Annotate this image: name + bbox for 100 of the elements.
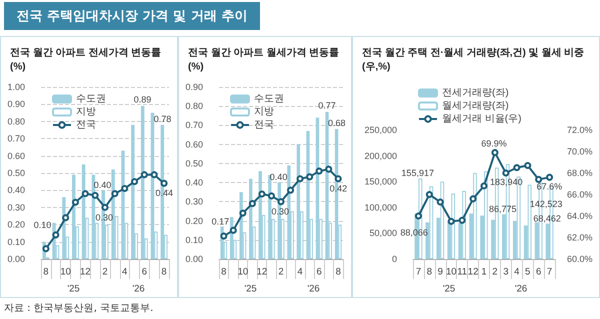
data-label: 0.40 bbox=[270, 172, 288, 182]
x-tick-label: 4 bbox=[514, 266, 520, 278]
x-tick-label: 10 bbox=[446, 266, 457, 278]
data-label: 0.89 bbox=[134, 94, 152, 105]
point bbox=[248, 200, 256, 208]
legend-label: 전국 bbox=[76, 120, 96, 130]
x-tick-label: 12 bbox=[80, 266, 91, 278]
point bbox=[140, 171, 148, 178]
text: '25 bbox=[67, 284, 80, 294]
point bbox=[448, 218, 455, 225]
point bbox=[220, 232, 228, 240]
point bbox=[458, 216, 466, 224]
point bbox=[546, 174, 554, 181]
bar bbox=[121, 150, 125, 259]
point bbox=[491, 149, 498, 156]
point bbox=[150, 171, 158, 178]
text: '26 bbox=[307, 284, 320, 294]
x-tick-label: 2 bbox=[492, 266, 498, 278]
bar bbox=[131, 124, 135, 259]
y-tick-label: 0.00 bbox=[185, 254, 203, 264]
data-label: 0.44 bbox=[156, 188, 174, 198]
x-tick-label: 4 bbox=[122, 266, 128, 278]
y2-tick-label: 66.0% bbox=[567, 190, 593, 200]
point bbox=[334, 175, 342, 182]
y-tick-label: 1.00 bbox=[7, 82, 25, 92]
x-tick-label: 6 bbox=[142, 266, 148, 278]
point bbox=[121, 184, 128, 192]
x-tick-label: 11 bbox=[457, 266, 468, 278]
point bbox=[296, 175, 304, 182]
y2-tick-label: 72.0% bbox=[567, 125, 593, 135]
x-tick-label: 2 bbox=[278, 266, 284, 278]
bar bbox=[82, 164, 86, 259]
point bbox=[131, 178, 138, 186]
data-label: 69.9% bbox=[481, 138, 507, 148]
x-tick-label: 10 bbox=[60, 266, 71, 278]
x-tick-label: 8 bbox=[221, 266, 226, 278]
y-tick-label: 0.60 bbox=[7, 150, 25, 161]
y-tick-label: 0.10 bbox=[185, 234, 203, 245]
y-tick-label: 0.50 bbox=[185, 158, 203, 168]
bar bbox=[473, 172, 477, 259]
point bbox=[92, 192, 99, 199]
point bbox=[502, 170, 510, 176]
y-tick-label: 0.80 bbox=[185, 101, 203, 112]
legend-label: 수도권 bbox=[254, 94, 284, 104]
point bbox=[82, 190, 89, 198]
data-label: 0.68 bbox=[328, 118, 346, 128]
chart-title: 전국 월간 아파트 월세가격 변동률(%) bbox=[188, 48, 340, 72]
x-tick-label: 6 bbox=[316, 266, 322, 278]
bar bbox=[462, 190, 466, 259]
legend-label: 월세거래량(좌) bbox=[442, 100, 509, 112]
point bbox=[436, 198, 444, 206]
point bbox=[230, 226, 237, 234]
point bbox=[52, 231, 60, 238]
point bbox=[480, 182, 488, 190]
data-label: 0.78 bbox=[154, 114, 172, 124]
point bbox=[258, 190, 266, 198]
y2-tick-label: 64.0% bbox=[567, 211, 593, 221]
point bbox=[111, 190, 118, 198]
chart-title: 전국 월간 주택 전·월세 거래량(좌,건) 및 월세 비중(우,%) bbox=[362, 48, 584, 72]
x-tick-label: 8 bbox=[43, 266, 49, 278]
data-label: 67.6% bbox=[536, 182, 562, 192]
y-tick-label: 250,000 bbox=[364, 125, 397, 135]
data-label: 0.77 bbox=[318, 100, 336, 111]
point bbox=[287, 186, 294, 194]
y2-tick-label: 68.0% bbox=[567, 168, 593, 178]
data-label: 0.17 bbox=[212, 216, 230, 227]
x-tick-label: 10 bbox=[238, 266, 248, 278]
data-label: 0.30 bbox=[96, 212, 114, 222]
y-tick-label: 0.70 bbox=[185, 120, 203, 130]
data-label: 183,940 bbox=[490, 177, 523, 188]
data-label: 0.10 bbox=[34, 220, 52, 230]
y2-tick-label: 60.0% bbox=[567, 254, 593, 264]
point bbox=[278, 198, 284, 206]
bar bbox=[249, 178, 252, 259]
y-tick-label: 0.50 bbox=[7, 168, 25, 178]
y-tick-label: 0.30 bbox=[7, 202, 25, 212]
y-tick-label: 0.20 bbox=[7, 220, 25, 230]
text: 자료 : 한국부동산원, 국토교통부. bbox=[4, 302, 154, 315]
x-tick-label: 7 bbox=[546, 266, 552, 278]
y-tick-label: 0.70 bbox=[7, 134, 25, 144]
point bbox=[72, 198, 79, 206]
data-label: 0.42 bbox=[330, 183, 348, 194]
bar bbox=[484, 171, 488, 259]
point bbox=[325, 166, 332, 173]
bar bbox=[268, 174, 272, 259]
legend-label: 월세거래 비율(우) bbox=[442, 114, 522, 124]
y-tick-label: 0.00 bbox=[7, 254, 25, 264]
point bbox=[414, 212, 422, 220]
bar bbox=[92, 174, 96, 259]
data-label: 68,462 bbox=[533, 214, 561, 224]
y-tick-label: 200,000 bbox=[364, 150, 397, 161]
point bbox=[513, 164, 520, 172]
x-tick-label: 8 bbox=[426, 266, 432, 278]
x-tick-label: 2 bbox=[102, 266, 108, 278]
point bbox=[535, 176, 542, 183]
x-tick-label: 7 bbox=[416, 266, 422, 278]
y-tick-label: 0.40 bbox=[7, 185, 25, 196]
y-tick-label: 0.10 bbox=[7, 236, 25, 247]
text: 전국 주택임대차시장 가격 및 거래 추이 bbox=[4, 2, 260, 30]
y-tick-label: 0.90 bbox=[7, 99, 25, 110]
